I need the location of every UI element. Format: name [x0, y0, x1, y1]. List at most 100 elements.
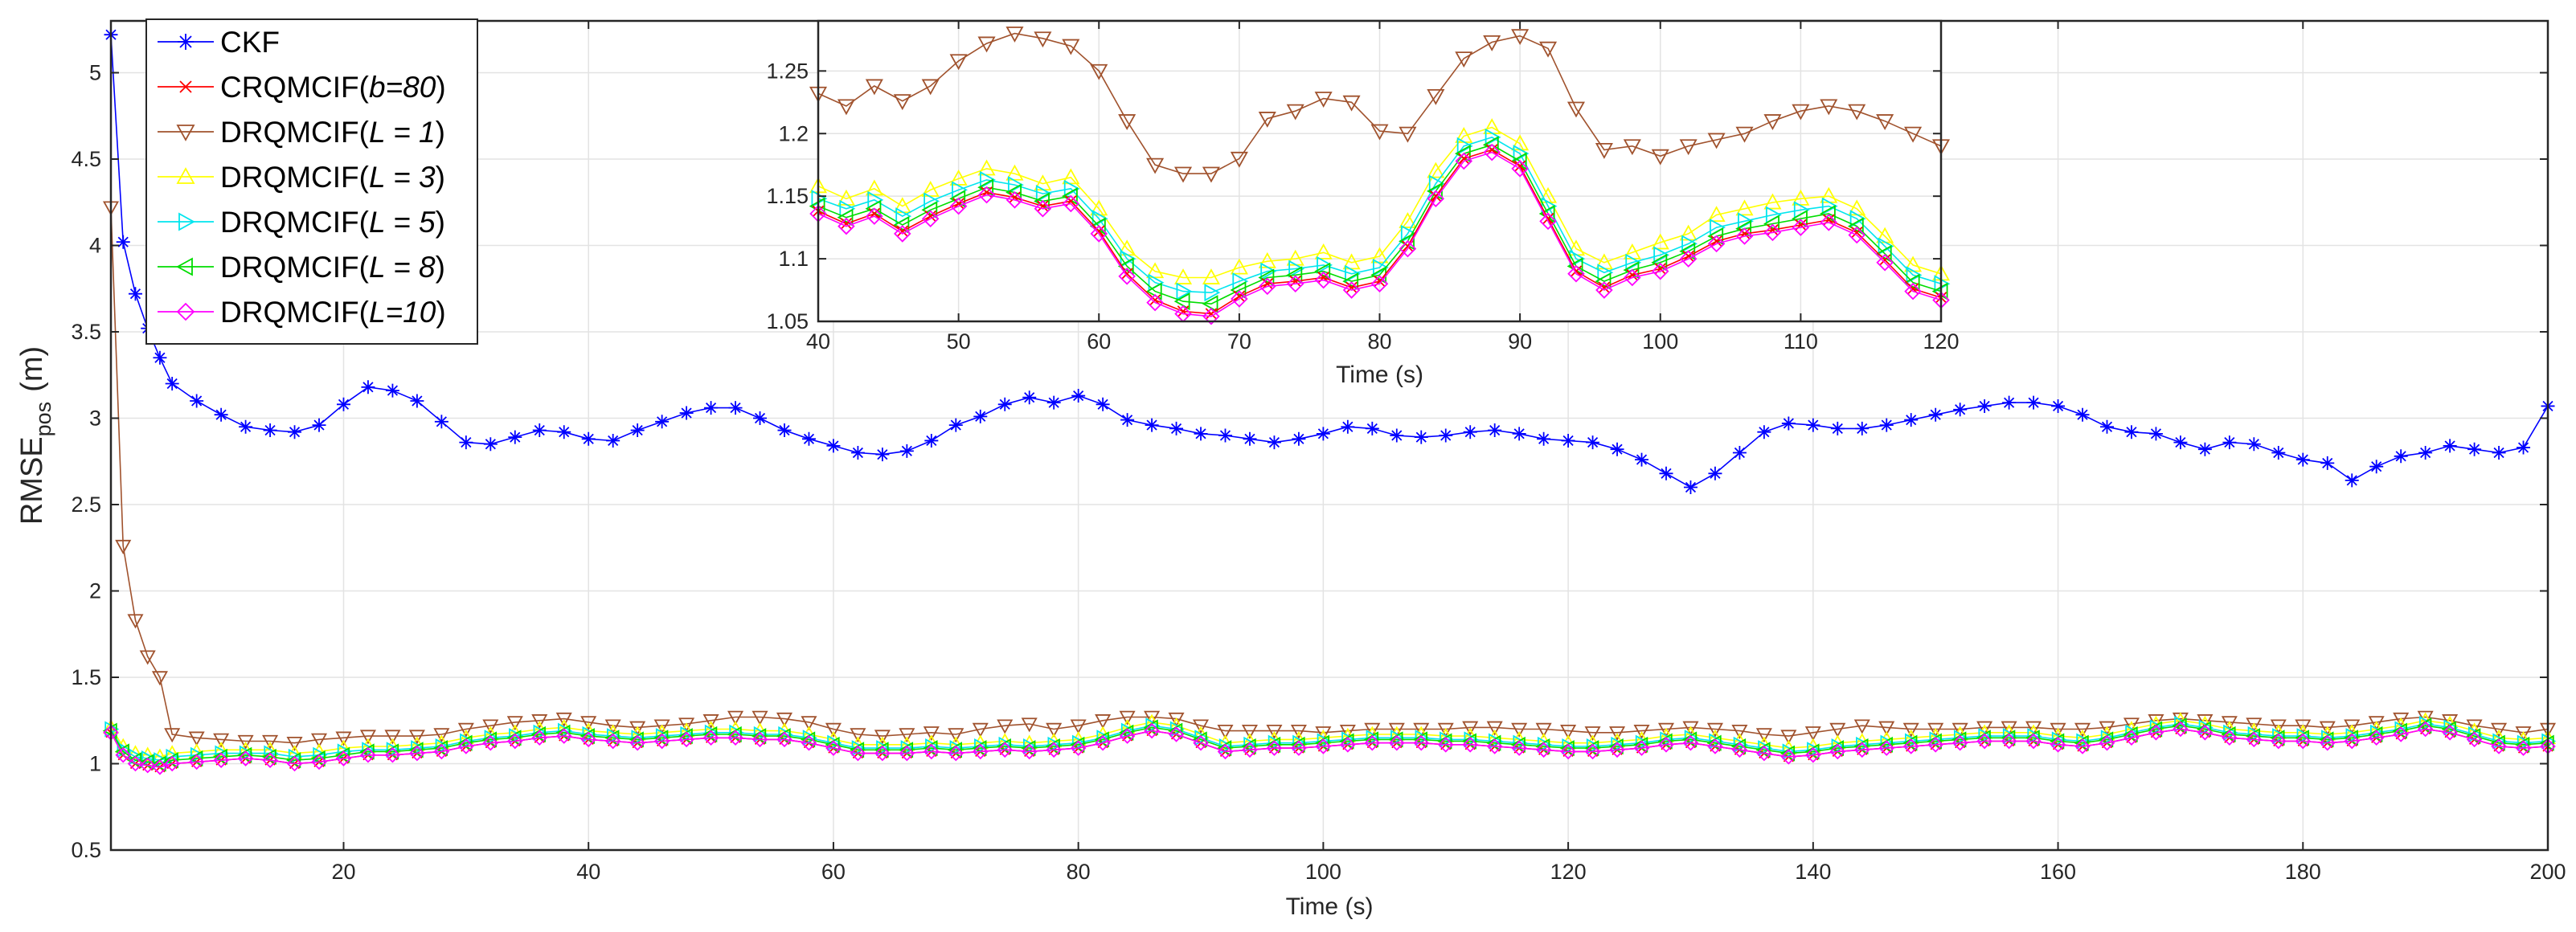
data-point	[1341, 419, 1355, 434]
data-point	[2466, 719, 2483, 734]
data-point	[2345, 728, 2361, 745]
y-axis-label: RMSEpos (m)	[15, 346, 55, 525]
data-point	[655, 728, 670, 745]
x-axis-label: Time (s)	[1336, 362, 1423, 388]
data-point	[1177, 305, 1190, 317]
data-point	[2272, 728, 2287, 745]
data-point	[165, 377, 179, 390]
data-point	[702, 714, 719, 730]
x-tick-label: 60	[821, 860, 846, 884]
data-point	[921, 181, 940, 197]
data-point	[581, 431, 596, 446]
x-tick-label: 60	[1087, 329, 1111, 354]
data-point	[1462, 737, 1478, 753]
data-point	[1595, 143, 1613, 159]
data-point	[900, 740, 915, 757]
data-point	[1339, 724, 1356, 740]
data-point	[1953, 730, 1969, 746]
data-point	[1708, 466, 1722, 480]
y-axis-label-sub: pos	[31, 402, 55, 437]
legend-label-part: DRQMCIF(	[220, 116, 370, 149]
data-point	[262, 734, 279, 750]
data-point	[702, 730, 719, 746]
data-point	[286, 755, 303, 772]
data-point	[2197, 725, 2214, 741]
y-tick-label: 1.5	[71, 665, 101, 689]
data-point	[139, 746, 156, 762]
data-point	[1848, 226, 1865, 244]
data-point	[2246, 717, 2263, 733]
legend-label: DRQMCIF(L = 1)	[220, 116, 445, 149]
data-point	[458, 738, 474, 754]
data-point	[1266, 724, 1283, 740]
data-point	[1681, 235, 1698, 253]
data-point	[1145, 717, 1161, 734]
data-point	[997, 719, 1014, 734]
data-point	[1315, 738, 1332, 754]
data-point	[631, 730, 646, 746]
data-point	[1373, 258, 1389, 277]
data-point	[507, 733, 523, 750]
data-point	[164, 745, 181, 760]
data-point	[1875, 244, 1892, 263]
data-point	[2319, 721, 2336, 736]
data-point	[1259, 277, 1276, 296]
y-tick-label: 4	[89, 234, 101, 258]
data-point	[2491, 722, 2508, 738]
data-point	[484, 730, 499, 746]
legend-label-part: DRQMCIF(	[220, 161, 370, 194]
data-point	[1342, 281, 1361, 299]
data-point	[362, 742, 377, 758]
data-point	[117, 742, 132, 758]
legend-marker	[176, 167, 195, 184]
data-point	[1821, 197, 1838, 215]
data-point	[1341, 731, 1357, 748]
data-point	[1439, 428, 1453, 443]
data-point	[1595, 281, 1613, 299]
data-point	[1390, 428, 1404, 443]
data-point	[630, 423, 645, 438]
data-point	[655, 415, 670, 429]
data-point	[482, 719, 499, 734]
data-point	[1486, 721, 1503, 736]
legend-label-part: )	[436, 251, 445, 284]
data-point	[1707, 738, 1723, 754]
data-point	[1120, 250, 1136, 268]
data-point	[2076, 733, 2091, 750]
data-point	[874, 730, 891, 745]
data-point	[1929, 731, 1944, 748]
legend-label-part: L = 5	[369, 206, 436, 239]
data-point	[1370, 247, 1389, 264]
data-point	[1202, 307, 1220, 325]
series-drqmcif-l-1	[102, 201, 2557, 752]
data-point	[1733, 736, 1748, 753]
data-point	[1610, 442, 1624, 456]
data-point	[335, 739, 352, 754]
data-point	[1763, 114, 1782, 131]
series-line	[110, 728, 2549, 768]
y-tick-label: 0.5	[71, 838, 101, 862]
data-point	[1927, 737, 1943, 753]
data-point	[1763, 223, 1782, 242]
data-point	[729, 724, 744, 741]
data-point	[1071, 389, 1086, 403]
data-point	[949, 54, 968, 71]
data-point	[361, 380, 375, 394]
data-point	[408, 730, 425, 745]
data-point	[2271, 446, 2286, 460]
data-point	[949, 169, 968, 186]
data-point	[1792, 210, 1808, 228]
data-point	[1243, 431, 1257, 446]
data-point	[1927, 722, 1944, 738]
data-point	[2515, 740, 2532, 756]
data-point	[2148, 725, 2164, 741]
data-point	[1782, 743, 1797, 760]
data-point	[1706, 722, 1723, 738]
data-point	[1205, 308, 1218, 320]
data-point	[1878, 237, 1894, 255]
data-point	[1679, 139, 1698, 156]
data-point	[2246, 731, 2263, 748]
x-axis-label: Time (s)	[1286, 893, 1374, 920]
data-point	[924, 433, 939, 448]
